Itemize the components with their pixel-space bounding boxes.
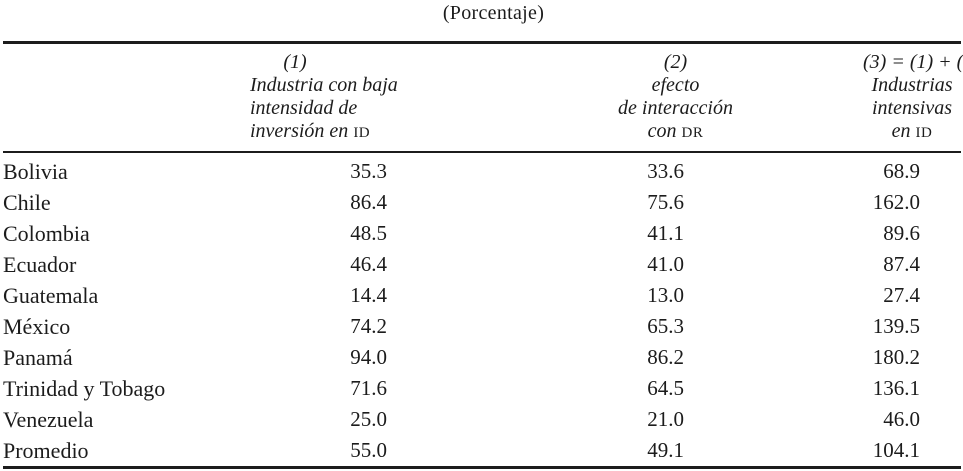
value-cell-col2: 75.6	[647, 190, 684, 214]
header-col2-line4: con DR	[538, 120, 813, 145]
value-cell-col1: 46.4	[350, 252, 387, 276]
table-row-promedio: Promedio 55.0 49.1 104.1	[3, 435, 961, 468]
value-cell-col2: 33.6	[647, 159, 684, 183]
header-row: (1) Industria con baja intensidad de inv…	[3, 42, 963, 153]
value-cell-col2: 65.3	[647, 314, 684, 338]
header-col3-smallcaps-id: ID	[915, 125, 933, 141]
header-country-empty	[3, 42, 250, 153]
table-row-panama: Panamá 94.0 86.2 180.2	[3, 342, 961, 373]
header-col1-line3: intensidad de	[250, 97, 358, 119]
header-col2-smallcaps-dr: DR	[681, 125, 704, 141]
header-col2-line2: efecto	[651, 74, 700, 96]
header-col2-line3: de interacción	[618, 97, 733, 119]
value-cell-col1: 14.4	[350, 283, 387, 307]
header-col1: (1) Industria con baja intensidad de inv…	[250, 42, 480, 153]
country-cell: Ecuador	[3, 251, 77, 277]
header-col1-number: (1)	[283, 51, 307, 73]
value-cell-col2: 86.2	[647, 345, 684, 369]
value-cell-col1: 25.0	[350, 407, 387, 431]
value-cell-col2: 41.0	[647, 252, 684, 276]
table-row-ecuador: Ecuador 46.4 41.0 87.4	[3, 249, 961, 280]
value-cell-col1: 71.6	[350, 376, 387, 400]
value-cell-col1: 35.3	[350, 159, 387, 183]
header-col3-formula: (3) = (1) + (2)	[863, 51, 963, 73]
value-cell-col1: 86.4	[350, 190, 387, 214]
country-cell: Panamá	[3, 344, 73, 370]
value-cell-col3: 104.1	[872, 438, 920, 462]
value-cell-col3: 139.5	[872, 314, 920, 338]
value-cell-col3: 68.9	[883, 159, 920, 183]
header-col3-line4-text: en	[891, 120, 916, 142]
country-cell: México	[3, 313, 71, 339]
table-body: Bolivia 35.3 33.6 68.9 Chile 86.4 75.6 1…	[3, 152, 961, 468]
value-cell-col3: 136.1	[872, 376, 920, 400]
header-col1-smallcaps-id: ID	[353, 125, 371, 141]
value-cell-col2: 13.0	[647, 283, 684, 307]
value-cell-col3: 162.0	[872, 190, 920, 214]
country-cell: Colombia	[3, 220, 90, 246]
value-cell-col1: 74.2	[350, 314, 387, 338]
table-row-colombia: Colombia 48.5 41.1 89.6	[3, 218, 961, 249]
percentage-table: (1) Industria con baja intensidad de inv…	[3, 41, 963, 469]
country-cell: Venezuela	[3, 406, 94, 432]
value-cell-col1: 55.0	[350, 438, 387, 462]
value-cell-col1: 48.5	[350, 221, 387, 245]
table-row-mexico: México 74.2 65.3 139.5	[3, 311, 961, 342]
value-cell-col2: 41.1	[647, 221, 684, 245]
country-cell: Promedio	[3, 437, 89, 463]
table-row-guatemala: Guatemala 14.4 13.0 27.4	[3, 280, 961, 311]
value-cell-col2: 64.5	[647, 376, 684, 400]
value-cell-col3: 87.4	[883, 252, 920, 276]
table-row-chile: Chile 86.4 75.6 162.0	[3, 187, 961, 218]
header-col1-line2: Industria con baja	[250, 74, 398, 96]
header-col1-line4: inversión en ID	[250, 120, 370, 145]
table-header: (1) Industria con baja intensidad de inv…	[3, 42, 963, 153]
header-col2-line4-text: con	[647, 120, 682, 142]
value-cell-col3: 27.4	[883, 283, 920, 307]
value-cell-col1: 94.0	[350, 345, 387, 369]
table-row-venezuela: Venezuela 25.0 21.0 46.0	[3, 404, 961, 435]
value-cell-col2: 21.0	[647, 407, 684, 431]
header-col3: (3) = (1) + (2) Industrias intensivas en…	[813, 42, 963, 153]
header-col3-line4: en ID	[863, 120, 961, 145]
header-col2-number: (2)	[663, 51, 688, 73]
table-subtitle-porcentaje: (Porcentaje)	[442, 2, 545, 24]
value-cell-col2: 49.1	[647, 438, 684, 462]
country-cell: Chile	[3, 189, 51, 215]
header-col1-line4-text: inversión en	[250, 120, 354, 142]
value-cell-col3: 46.0	[883, 407, 920, 431]
country-cell: Trinidad y Tobago	[3, 375, 166, 401]
value-cell-col3: 89.6	[883, 221, 920, 245]
header-col3-line3: intensivas	[872, 97, 952, 119]
table-row-bolivia: Bolivia 35.3 33.6 68.9	[3, 152, 961, 187]
table-row-trinidad-y-tobago: Trinidad y Tobago 71.6 64.5 136.1	[3, 373, 961, 404]
header-col2: (2) efecto de interacción con DR	[480, 42, 813, 153]
header-col3-line2: Industrias	[871, 74, 953, 96]
country-cell: Guatemala	[3, 282, 99, 308]
value-cell-col3: 180.2	[872, 345, 920, 369]
country-cell: Bolivia	[3, 158, 68, 184]
